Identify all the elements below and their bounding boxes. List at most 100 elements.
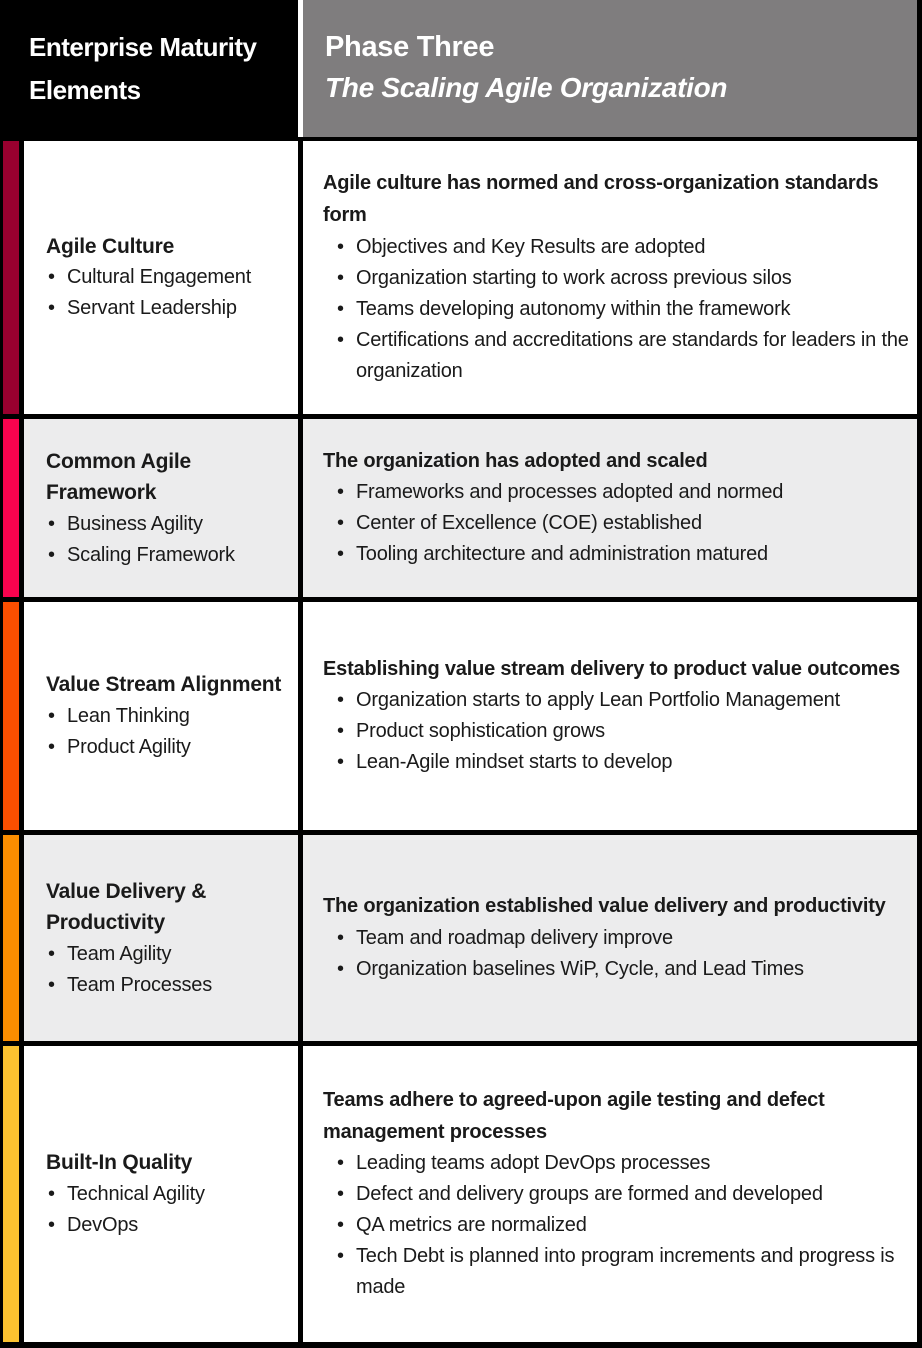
bullet-icon: • [48, 512, 55, 535]
bullet-icon: • [337, 266, 344, 289]
list-item: • Tooling architecture and administration… [337, 539, 909, 570]
list-item: • Lean-Agile mindset starts to develop [337, 747, 909, 778]
bullet-icon: • [337, 720, 344, 743]
list-item: • Cultural Engagement [48, 262, 286, 293]
list-item: • DevOps [48, 1210, 286, 1241]
element-title: Value Delivery & Productivity [46, 879, 207, 935]
list-item-text: Lean Thinking [67, 704, 190, 727]
element-cell: Value Stream Alignment • Lean Thinking • Pr… [24, 602, 298, 830]
list-item-text: Organization baselines WiP, Cycle, and L… [356, 957, 804, 980]
list-item-text: Product Agility [67, 735, 191, 758]
phase-detail-cell: Establishing value stream delivery to pr… [303, 602, 917, 830]
list-item: • Lean Thinking [48, 701, 286, 732]
detail-list: • Organization starts to apply Lean Portf… [323, 685, 909, 778]
detail-list: • Team and roadmap delivery improve • Organ… [323, 923, 909, 985]
element-cell: Common Agile Framework • Business Agility… [24, 419, 298, 597]
element-sub-list: • Business Agility • Scaling Framework [46, 509, 286, 571]
list-item-text: DevOps [67, 1213, 139, 1236]
table-row: Common Agile Framework • Business Agility… [3, 419, 917, 597]
list-item-text: Product sophistication grows [356, 720, 605, 743]
header-elements-title: Enterprise Maturity Elements [29, 32, 257, 105]
element-sub-list: • Cultural Engagement • Servant Leadership [46, 262, 286, 324]
bullet-icon: • [337, 1152, 344, 1175]
phase-detail-cell: Teams adhere to agreed-upon agile testin… [303, 1046, 917, 1342]
list-item-text: Center of Excellence (COE) established [356, 512, 702, 535]
list-item: • Organization starting to work across pr… [337, 263, 909, 294]
element-title: Built-In Quality [46, 1151, 193, 1175]
list-item: • Objectives and Key Results are adopted [337, 232, 909, 263]
phase-detail-cell: The organization established value deliv… [303, 835, 917, 1041]
row-summary: Agile culture has normed and cross-organ… [323, 172, 879, 226]
phase-detail-cell: The organization has adopted and scaled … [303, 419, 917, 597]
list-item: • Teams developing autonomy within the fr… [337, 294, 909, 325]
bullet-icon: • [48, 1213, 55, 1236]
row-summary: Establishing value stream delivery to pr… [323, 657, 901, 680]
list-item-text: Leading teams adopt DevOps processes [356, 1152, 711, 1175]
list-item: • Scaling Framework [48, 540, 286, 571]
table-row: Agile Culture • Cultural Engagement • Serva… [3, 141, 917, 414]
bullet-icon: • [337, 512, 344, 535]
list-item-text: Business Agility [67, 512, 203, 535]
list-item: • Leading teams adopt DevOps processes [337, 1148, 909, 1179]
list-item: • Team and roadmap delivery improve [337, 923, 909, 954]
table-header: Enterprise Maturity Elements Phase Three… [3, 0, 917, 137]
list-item-text: Objectives and Key Results are adopted [356, 235, 706, 258]
list-item: • Technical Agility [48, 1179, 286, 1210]
list-item-text: Lean-Agile mindset starts to develop [356, 751, 673, 774]
bullet-icon: • [337, 235, 344, 258]
list-item: • Team Processes [48, 970, 286, 1001]
list-item-text: Cultural Engagement [67, 266, 252, 289]
list-item-text: Certifications and accreditations are st… [356, 328, 909, 382]
bullet-icon: • [48, 704, 55, 727]
bullet-icon: • [337, 1214, 344, 1237]
bullet-icon: • [337, 481, 344, 504]
list-item: • Tech Debt is planned into program incre… [337, 1241, 909, 1303]
list-item: • Defect and delivery groups are formed a… [337, 1179, 909, 1210]
bullet-icon: • [48, 1182, 55, 1205]
list-item-text: Servant Leadership [67, 297, 237, 320]
bullet-icon: • [48, 266, 55, 289]
phase-subtitle: The Scaling Agile Organization [325, 72, 728, 104]
phase-detail-cell: Agile culture has normed and cross-organ… [303, 141, 917, 414]
list-item-text: Team Processes [67, 973, 213, 996]
list-item-text: Frameworks and processes adopted and nor… [356, 481, 784, 504]
row-color-stripe-icon [3, 419, 19, 597]
bullet-icon: • [48, 973, 55, 996]
bullet-icon: • [48, 297, 55, 320]
list-item-text: Tech Debt is planned into program increm… [356, 1245, 895, 1299]
bullet-icon: • [337, 751, 344, 774]
row-summary: The organization has adopted and scaled [323, 449, 708, 472]
list-item: • Business Agility [48, 509, 286, 540]
list-item-text: Scaling Framework [67, 543, 235, 566]
list-item: • Product Agility [48, 732, 286, 763]
list-item-text: Tooling architecture and administration … [356, 543, 768, 566]
list-item: • Team Agility [48, 939, 286, 970]
element-sub-list: • Lean Thinking • Product Agility [46, 701, 286, 763]
list-item: • Center of Excellence (COE) established [337, 508, 909, 539]
element-cell: Built-In Quality • Technical Agility • DevO… [24, 1046, 298, 1342]
header-elements-cell: Enterprise Maturity Elements [3, 0, 298, 137]
detail-list: • Objectives and Key Results are adopted •… [323, 232, 909, 387]
list-item: • Servant Leadership [48, 293, 286, 324]
detail-list: • Leading teams adopt DevOps processes • De… [323, 1148, 909, 1303]
element-cell: Agile Culture • Cultural Engagement • Serva… [24, 141, 298, 414]
row-summary: Teams adhere to agreed-upon agile testin… [323, 1088, 825, 1143]
list-item-text: Teams developing autonomy within the fra… [356, 297, 791, 320]
row-color-stripe-icon [3, 602, 19, 830]
element-sub-list: • Team Agility • Team Processes [46, 939, 286, 1001]
list-item: • QA metrics are normalized [337, 1210, 909, 1241]
row-color-stripe-icon [3, 1046, 19, 1342]
list-item-text: QA metrics are normalized [356, 1214, 587, 1237]
list-item-text: Team and roadmap delivery improve [356, 926, 673, 949]
phase-title: Phase Three [325, 30, 495, 63]
element-title: Value Stream Alignment [46, 673, 282, 697]
bullet-icon: • [48, 735, 55, 758]
table-row: Built-In Quality • Technical Agility • DevO… [3, 1046, 917, 1342]
list-item-text: Organization starts to apply Lean Portfo… [356, 689, 840, 712]
list-item-text: Technical Agility [67, 1182, 205, 1205]
bullet-icon: • [337, 543, 344, 566]
bullet-icon: • [337, 1245, 344, 1268]
bullet-icon: • [337, 957, 344, 980]
detail-list: • Frameworks and processes adopted and no… [323, 477, 909, 570]
table-row: Value Delivery & Productivity • Team Agil… [3, 835, 917, 1041]
